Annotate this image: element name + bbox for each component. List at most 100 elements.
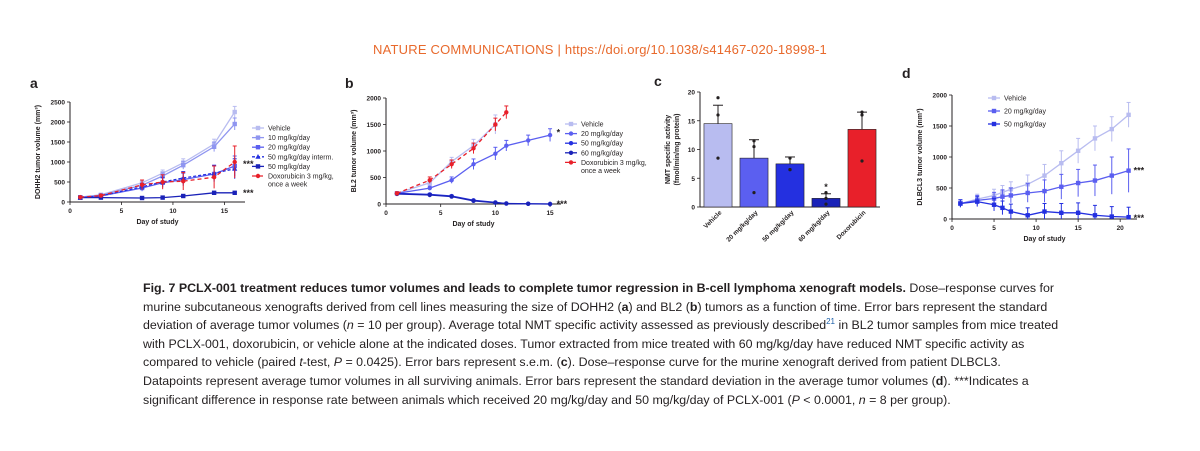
y-tick-label: 0 [943,217,947,224]
data-point [181,179,186,184]
y-axis-label: BL2 tumor volume (mm³) [351,110,358,193]
legend-marker [568,150,574,155]
data-point [160,195,165,200]
x-axis-label: Day of study [136,219,178,226]
series-2 [958,196,1131,220]
replicate-point [716,156,720,160]
data-point [504,143,509,148]
series-0 [394,114,498,196]
data-point [1109,214,1114,219]
legend-entry: 50 mg/kg/day [988,122,1047,129]
legend-entry: 20 mg/kg/day [988,109,1047,116]
legend-label: Doxorubicin 3 mg/kg, [268,174,334,181]
series-1 [394,128,553,196]
panel-b: b 0 500 1000 1500 2000 0 5 10 15 Day of study BL2 t… [345,75,647,228]
data-point [139,195,145,201]
y-tick-label: 10 [688,147,696,154]
data-point [1059,161,1064,166]
data-point [471,162,476,167]
y-tick-label: 500 [54,180,65,187]
legend-entry: 20 mg/kg/day [252,145,311,152]
data-point [975,199,980,204]
legend-label: Doxorubicin 3 mg/kg, [581,160,647,167]
reference-link[interactable]: 21 [826,317,836,327]
legend-label: 20 mg/kg/day [581,131,624,138]
replicate-point [752,139,756,143]
data-point [211,190,217,195]
y-tick-label: 2000 [367,96,382,103]
data-point [1008,209,1014,214]
x-axis-label: Day of study [452,221,494,228]
x-tick-label: 15 [546,210,554,217]
legend-marker [568,131,574,136]
y-tick-label: 2500 [51,100,66,107]
replicate-point [788,168,792,172]
data-point [449,194,454,199]
legend-marker [991,108,997,114]
legend-marker [255,125,261,131]
y-axis-label: DLBCL3 tumor volume (mm³) [917,108,924,205]
series-4 [394,105,509,196]
replicate-point [860,113,864,117]
panel-label: b [345,75,354,91]
data-point [1126,168,1131,173]
data-point [1075,210,1081,215]
legend-marker [255,135,261,140]
data-point [1025,213,1030,218]
series-line [396,124,496,195]
header-separator: | [553,42,565,57]
data-point [211,175,217,180]
y-tick-label: 0 [691,205,695,212]
replicate-point [860,159,864,163]
legend-label: 50 mg/kg/day [268,164,311,171]
data-point [1092,213,1098,218]
legend-entry: 50 mg/kg/day interm. [252,154,333,161]
replicate-point [716,113,720,117]
legend-label: Vehicle [581,122,604,129]
data-point [525,138,531,143]
x-axis-label: Day of study [1023,236,1065,243]
legend-entry: Vehicle [565,122,604,129]
series-line [960,114,1130,205]
x-tick-label: 5 [439,210,443,217]
y-axis-label-2: (fmol/min/mg protein) [674,114,681,186]
journal-header: NATURE COMMUNICATIONS | https://doi.org/… [0,42,1200,57]
data-point [1059,210,1064,215]
data-point [232,159,237,165]
significance-label: *** [1134,166,1145,176]
y-tick-label: 15 [688,118,696,125]
bar-group: Vehicle [703,96,733,230]
replicate-point [824,196,828,200]
y-tick-label: 1500 [367,122,382,129]
legend-label: 50 mg/kg/day [1004,122,1047,129]
x-tick-label: 0 [950,225,954,232]
data-point [504,110,509,115]
legend-entry: 50 mg/kg/day [565,141,624,148]
x-tick-label: 10 [169,208,177,215]
replicate-point [716,96,720,100]
x-tick-label: 10 [1032,225,1040,232]
replicate-point [860,110,864,114]
data-point [525,201,531,207]
panel-label: d [902,65,911,81]
data-point [98,193,104,198]
category-label: 60 mg/kg/day [797,209,831,243]
data-point [427,192,432,198]
doi-link[interactable]: https://doi.org/10.1038/s41467-020-18998… [564,42,827,57]
x-tick-label: 15 [1075,225,1083,232]
legend-label: 50 mg/kg/day interm. [268,154,333,161]
data-point [427,177,432,183]
data-point [449,162,454,167]
series-0 [78,105,237,200]
data-point [991,202,997,207]
category-label: 20 mg/kg/day [725,209,759,243]
panel-label: c [654,73,662,89]
legend-entry: 10 mg/kg/day [252,135,311,142]
data-point [1000,205,1005,211]
bar [739,157,769,208]
replicate-point [824,202,828,206]
y-tick-label: 500 [936,186,947,193]
series-0 [958,101,1131,208]
caption-title: PCLX-001 treatment reduces tumor volumes… [178,281,906,295]
legend-entry: Vehicle [988,96,1027,103]
